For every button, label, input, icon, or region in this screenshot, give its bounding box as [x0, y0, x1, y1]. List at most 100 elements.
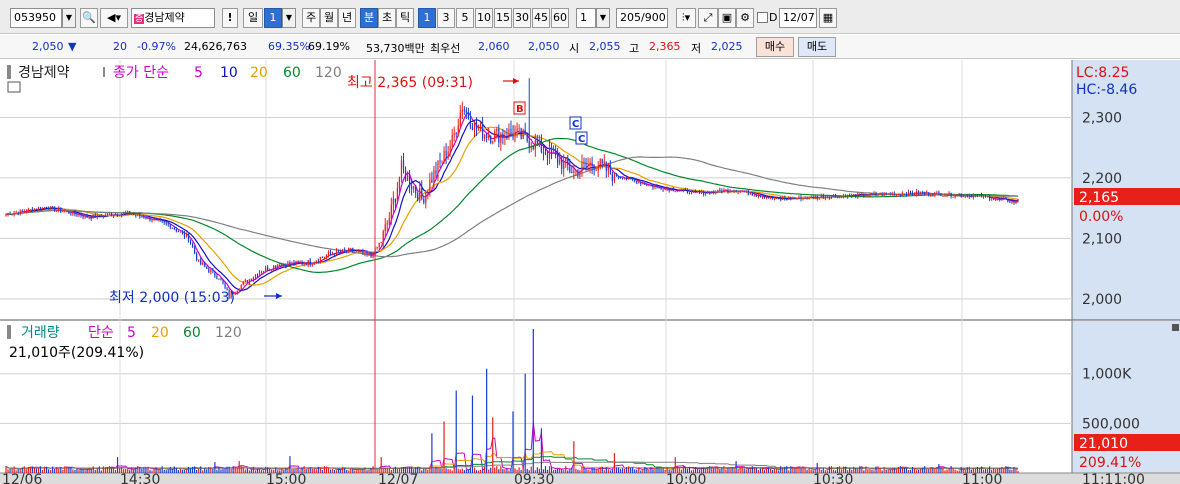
grid-toggle-icon[interactable]	[7, 81, 21, 93]
period-dropdown[interactable]: ▼	[282, 8, 296, 28]
candle-body	[214, 271, 216, 276]
volume-bar	[747, 468, 749, 473]
volume-bar	[922, 467, 924, 473]
interval-input[interactable]: 1	[576, 8, 596, 28]
stock-name-field[interactable]: 증경남제약	[131, 8, 215, 28]
buy-signal-marker[interactable]	[513, 101, 526, 115]
candle-body	[1003, 198, 1005, 200]
candle-body	[21, 210, 23, 212]
volume-bar	[13, 466, 15, 473]
candle-body	[141, 216, 143, 218]
volume-bar	[804, 468, 806, 473]
minute-10-button[interactable]: 10	[475, 8, 493, 28]
sell-button[interactable]: 매도	[798, 37, 836, 57]
candle-body	[382, 231, 384, 242]
signal-marker-c1[interactable]	[569, 116, 582, 130]
period-year-button[interactable]: 년	[338, 8, 356, 28]
minute-1-button[interactable]: 1	[418, 8, 436, 28]
price-tick-label: 2,300	[1082, 110, 1122, 126]
minute-5-button[interactable]: 5	[456, 8, 474, 28]
candle-body	[200, 259, 202, 265]
candle-body	[550, 147, 553, 154]
candle-body	[13, 212, 15, 215]
panel-grip-icon[interactable]	[7, 325, 11, 339]
candle-body	[435, 170, 437, 174]
period-month-button[interactable]: 월	[320, 8, 338, 28]
volume-bar	[838, 466, 841, 473]
volume-bar	[840, 469, 843, 473]
volume-bar	[181, 469, 184, 473]
period-tick-button[interactable]: 틱	[396, 8, 414, 28]
indicator-icon[interactable]: ⫶▾	[676, 8, 696, 28]
volume-bar	[713, 467, 715, 473]
speaker-icon[interactable]: ◀▾	[100, 8, 128, 28]
candle-body	[246, 280, 248, 284]
drawing-tools-icon[interactable]: ⤢	[698, 8, 718, 28]
panel-grip-icon[interactable]	[7, 65, 11, 79]
volume-bar	[311, 468, 313, 473]
volume-bar	[494, 467, 496, 473]
candle-body	[711, 191, 713, 194]
candle-body	[396, 188, 399, 203]
volume-bar	[735, 461, 737, 473]
volume-bar	[889, 469, 891, 473]
candle-body	[123, 212, 125, 215]
candle-body	[607, 165, 609, 171]
save-icon[interactable]: ▣	[718, 8, 736, 28]
period-unit-button[interactable]: 일	[243, 8, 263, 28]
candle-body	[753, 195, 755, 197]
volume-bar	[897, 466, 899, 473]
buy-button[interactable]: 매수	[756, 37, 794, 57]
candle-body	[761, 196, 764, 198]
candle-body	[252, 277, 255, 281]
volume-bar	[522, 466, 524, 473]
candle-body	[398, 177, 401, 189]
period-minute-button[interactable]: 분	[360, 8, 378, 28]
stock-code-dropdown[interactable]: ▼	[62, 8, 76, 28]
candle-body	[131, 214, 133, 216]
candle-body	[899, 194, 901, 196]
count-input[interactable]: 205/900	[616, 8, 668, 28]
minute-3-button[interactable]: 3	[437, 8, 455, 28]
candle-body	[264, 267, 267, 272]
minute-15-button[interactable]: 15	[494, 8, 512, 28]
interval-dropdown[interactable]: ▼	[596, 8, 610, 28]
volume-bar	[751, 466, 753, 473]
candle-body	[110, 214, 113, 216]
minute-45-button[interactable]: 45	[532, 8, 550, 28]
calendar-icon[interactable]: ▦	[819, 8, 837, 28]
period-second-button[interactable]: 초	[378, 8, 396, 28]
signal-marker-c2[interactable]	[575, 131, 588, 145]
volume-bar	[842, 466, 845, 473]
candle-body	[465, 110, 467, 112]
volume-bar	[926, 468, 928, 473]
search-icon[interactable]: 🔍	[80, 8, 98, 28]
minute-30-button[interactable]: 30	[513, 8, 531, 28]
date-input[interactable]: 12/07	[779, 8, 817, 28]
period-value-button[interactable]: 1	[264, 8, 282, 28]
candle-body	[378, 243, 380, 247]
candle-body	[238, 289, 240, 291]
volume-bar	[429, 466, 431, 473]
volume-bar	[682, 466, 684, 473]
volume-bar	[532, 329, 534, 473]
volume-bar	[356, 469, 358, 473]
minute-60-button[interactable]: 60	[551, 8, 569, 28]
period-week-button[interactable]: 주	[302, 8, 320, 28]
gear-icon[interactable]: ⚙	[736, 8, 754, 28]
volume-bar	[824, 470, 826, 473]
candle-body	[72, 211, 74, 215]
date-checkbox[interactable]	[757, 12, 768, 23]
volume-bar	[102, 466, 104, 473]
alert-button[interactable]: !	[222, 8, 238, 28]
volume-panel-title: 거래량	[21, 325, 60, 341]
panel-close-icon[interactable]	[1172, 324, 1179, 331]
time-label-12-07: 12/07	[378, 472, 418, 484]
stock-code-input[interactable]: 053950	[10, 8, 62, 28]
candle-body	[674, 191, 676, 193]
volume-bar	[327, 467, 330, 473]
volume-bar	[552, 469, 555, 473]
volume-bar	[269, 467, 271, 473]
candle-body	[64, 211, 66, 213]
volume-bar	[784, 466, 786, 473]
